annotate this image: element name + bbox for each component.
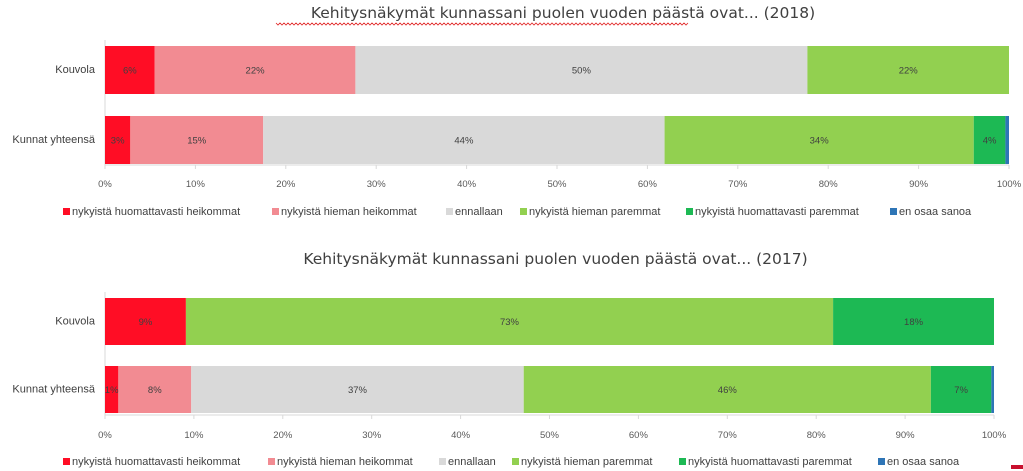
data-label: 9% — [139, 317, 153, 328]
x-tick-label: 30% — [367, 179, 387, 190]
x-tick-label: 10% — [184, 430, 204, 441]
bar-segment — [105, 116, 131, 164]
x-tick-label: 60% — [629, 430, 649, 441]
x-tick-label: 90% — [896, 430, 916, 441]
data-label: 6% — [123, 66, 137, 77]
x-tick-label: 90% — [909, 179, 929, 190]
legend-label: nykyistä hieman paremmat — [521, 456, 652, 468]
data-label: 22% — [899, 66, 919, 77]
data-label: 46% — [718, 385, 738, 396]
x-tick-label: 100% — [982, 430, 1007, 441]
legend-label: nykyistä hieman heikommat — [281, 206, 417, 218]
chart-2017: Kehitysnäkymät kunnassani puolen vuoden … — [12, 250, 1007, 468]
data-label: 73% — [500, 317, 520, 328]
legend-swatch — [520, 208, 527, 215]
bar-segment — [833, 298, 994, 345]
logo-mark — [1011, 465, 1023, 469]
x-tick-label: 10% — [186, 179, 206, 190]
x-tick-label: 50% — [547, 179, 567, 190]
legend-swatch — [63, 208, 70, 215]
data-label: 50% — [572, 66, 592, 77]
x-tick-label: 100% — [997, 179, 1022, 190]
x-tick-label: 70% — [728, 179, 748, 190]
x-tick-label: 50% — [540, 430, 560, 441]
x-tick-label: 30% — [362, 430, 382, 441]
legend-swatch — [439, 458, 446, 465]
legend-label: en osaa sanoa — [887, 456, 960, 468]
data-label: 34% — [810, 136, 830, 147]
legend-label: nykyistä huomattavasti heikommat — [72, 456, 240, 468]
legend-label: nykyistä huomattavasti paremmat — [688, 456, 852, 468]
bar-segment — [105, 366, 119, 413]
legend-swatch — [268, 458, 275, 465]
legend-label: ennallaan — [455, 206, 503, 218]
data-label: 44% — [454, 136, 474, 147]
x-tick-label: 40% — [457, 179, 477, 190]
bar-segment — [991, 366, 994, 413]
bar-segment — [355, 46, 808, 94]
bar-segment — [523, 366, 931, 413]
category-label: Kouvola — [55, 64, 96, 76]
x-tick-label: 20% — [273, 430, 293, 441]
x-tick-label: 60% — [638, 179, 658, 190]
data-label: 1% — [105, 385, 119, 396]
legend-swatch — [446, 208, 453, 215]
data-label: 18% — [904, 317, 924, 328]
legend-label: nykyistä hieman paremmat — [529, 206, 660, 218]
x-tick-label: 40% — [451, 430, 471, 441]
data-label: 4% — [983, 136, 997, 147]
spellcheck-underline — [275, 22, 689, 26]
chart-2018: Kehitysnäkymät kunnassani puolen vuoden … — [12, 4, 1022, 218]
x-tick-label: 70% — [718, 430, 738, 441]
legend-label: nykyistä hieman heikommat — [277, 456, 413, 468]
bar-segment — [930, 366, 992, 413]
legend-swatch — [878, 458, 885, 465]
bar-segment — [105, 298, 186, 345]
legend-label: en osaa sanoa — [899, 206, 972, 218]
bar-segment — [1005, 116, 1009, 164]
bar-segment — [807, 46, 1009, 94]
legend-swatch — [272, 208, 279, 215]
x-tick-label: 80% — [819, 179, 839, 190]
legend-swatch — [890, 208, 897, 215]
bar-segment — [118, 366, 192, 413]
category-label: Kunnat yhteensä — [12, 134, 95, 146]
data-label: 22% — [246, 66, 266, 77]
chart-title: Kehitysnäkymät kunnassani puolen vuoden … — [303, 250, 807, 268]
data-label: 15% — [187, 136, 207, 147]
chart-title: Kehitysnäkymät kunnassani puolen vuoden … — [311, 4, 815, 22]
category-label: Kunnat yhteensä — [12, 383, 95, 395]
legend-swatch — [63, 458, 70, 465]
bar-segment — [973, 116, 1006, 164]
data-label: 8% — [148, 385, 162, 396]
bar-segment — [130, 116, 264, 164]
category-label: Kouvola — [55, 315, 96, 327]
bar-segment — [154, 46, 356, 94]
legend-swatch — [679, 458, 686, 465]
bar-segment — [263, 116, 665, 164]
x-tick-label: 20% — [276, 179, 296, 190]
legend-label: nykyistä huomattavasti paremmat — [695, 206, 859, 218]
data-label: 7% — [954, 385, 968, 396]
legend-label: ennallaan — [448, 456, 496, 468]
bar-segment — [105, 46, 155, 94]
bar-segment — [191, 366, 524, 413]
x-tick-label: 0% — [98, 179, 112, 190]
bar-segment — [185, 298, 834, 345]
data-label: 37% — [348, 385, 368, 396]
x-tick-label: 80% — [807, 430, 827, 441]
legend-label: nykyistä huomattavasti heikommat — [72, 206, 240, 218]
data-label: 3% — [111, 136, 125, 147]
legend-swatch — [686, 208, 693, 215]
legend-swatch — [512, 458, 519, 465]
x-tick-label: 0% — [98, 430, 112, 441]
bar-segment — [664, 116, 974, 164]
